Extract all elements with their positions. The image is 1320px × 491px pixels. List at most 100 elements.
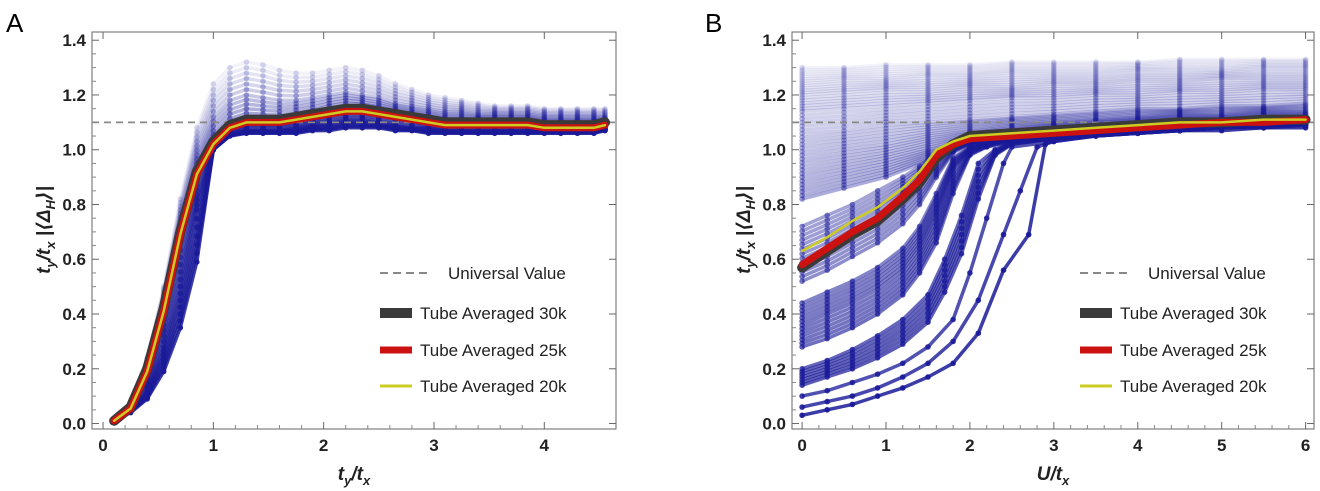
background-point: [524, 110, 531, 116]
background-point: [1093, 100, 1099, 106]
background-point: [841, 143, 847, 150]
background-point: [1093, 68, 1099, 74]
background-point: [574, 108, 581, 115]
background-point: [1176, 67, 1183, 74]
background-point: [1260, 100, 1267, 106]
background-point: [1302, 59, 1309, 65]
background-point: [1218, 105, 1225, 112]
background-point: [524, 104, 531, 111]
background-point: [1260, 104, 1267, 110]
background-point: [841, 94, 847, 101]
background-point: [210, 86, 217, 93]
background-point: [967, 100, 973, 107]
background-point: [799, 119, 805, 126]
background-point: [574, 111, 581, 117]
panel-b-x-axis-label: U/tx: [1037, 464, 1070, 488]
background-point: [1093, 111, 1099, 117]
background-point: [1093, 92, 1099, 98]
background-curve: [801, 102, 1306, 139]
background-point: [967, 73, 973, 79]
background-point: [841, 80, 847, 86]
y-tick-label: 0.2: [762, 360, 786, 379]
background-curve: [112, 76, 605, 422]
y-tick-label: 1.4: [62, 31, 86, 50]
background-point: [602, 108, 608, 115]
background-point: [925, 110, 931, 116]
background-point: [524, 107, 531, 113]
background-point: [916, 223, 923, 230]
background-point: [1176, 76, 1183, 83]
background-point: [883, 97, 889, 104]
background-point: [602, 105, 608, 112]
panel-a-x-axis-label: ty/tx: [338, 464, 371, 488]
background-point: [227, 81, 233, 87]
background-point: [1051, 63, 1057, 69]
background-point: [1218, 78, 1225, 84]
background-point: [992, 146, 998, 153]
background-point: [883, 106, 889, 112]
background-curve: [801, 94, 1306, 125]
background-point: [1260, 106, 1267, 113]
background-point: [1135, 64, 1141, 71]
background-point: [425, 99, 432, 105]
background-point: [841, 97, 847, 104]
background-point: [326, 71, 333, 78]
panel-b-y-axis-label: ty/tx |⟨ΔH⟩|: [734, 186, 758, 274]
background-point: [1218, 108, 1225, 115]
background-point: [925, 144, 931, 151]
background-point: [1051, 88, 1057, 94]
background-point: [1135, 83, 1141, 89]
background-point: [883, 84, 889, 91]
background-point: [883, 92, 889, 98]
background-point: [883, 141, 889, 148]
background-point: [883, 174, 889, 180]
background-point: [260, 84, 266, 90]
background-point: [524, 111, 531, 117]
background-curve: [801, 99, 1306, 132]
background-point: [1218, 63, 1225, 70]
background-point: [841, 66, 847, 73]
background-point: [841, 64, 847, 71]
background-point: [541, 105, 548, 112]
background-point: [475, 100, 481, 106]
background-point: [442, 112, 448, 118]
background-point: [1218, 68, 1225, 75]
background-point: [1051, 73, 1057, 80]
background-point: [799, 76, 805, 82]
background-point: [1302, 66, 1309, 73]
background-point: [799, 85, 805, 91]
background-point: [491, 103, 498, 109]
background-point: [558, 107, 564, 113]
background-point: [1302, 91, 1309, 97]
background-point: [824, 398, 830, 405]
panel-a-x-axis: 0 1 2 3 4: [98, 32, 550, 455]
background-point: [1302, 108, 1309, 115]
background-point: [799, 69, 805, 75]
background-point: [1135, 111, 1141, 117]
background-point: [293, 97, 299, 104]
background-point: [883, 157, 889, 164]
x-tick-label: 1: [209, 436, 218, 455]
background-point: [1302, 64, 1309, 71]
background-point: [227, 92, 233, 98]
background-point: [309, 86, 316, 93]
background-point: [799, 87, 805, 94]
background-point: [376, 99, 382, 106]
x-tick-label: 0: [98, 436, 107, 455]
background-point: [841, 172, 847, 179]
background-curve: [801, 104, 1306, 143]
background-point: [900, 316, 906, 323]
background-point: [194, 125, 200, 131]
background-point: [1260, 68, 1267, 74]
background-point: [799, 67, 805, 73]
background-point: [799, 273, 805, 280]
background-point: [1218, 91, 1225, 98]
background-point: [1218, 62, 1225, 68]
background-point: [392, 104, 399, 110]
background-point: [975, 160, 982, 167]
background-point: [293, 100, 299, 107]
background-point: [342, 64, 349, 71]
background-curve: [802, 57, 1306, 70]
background-point: [376, 76, 382, 83]
